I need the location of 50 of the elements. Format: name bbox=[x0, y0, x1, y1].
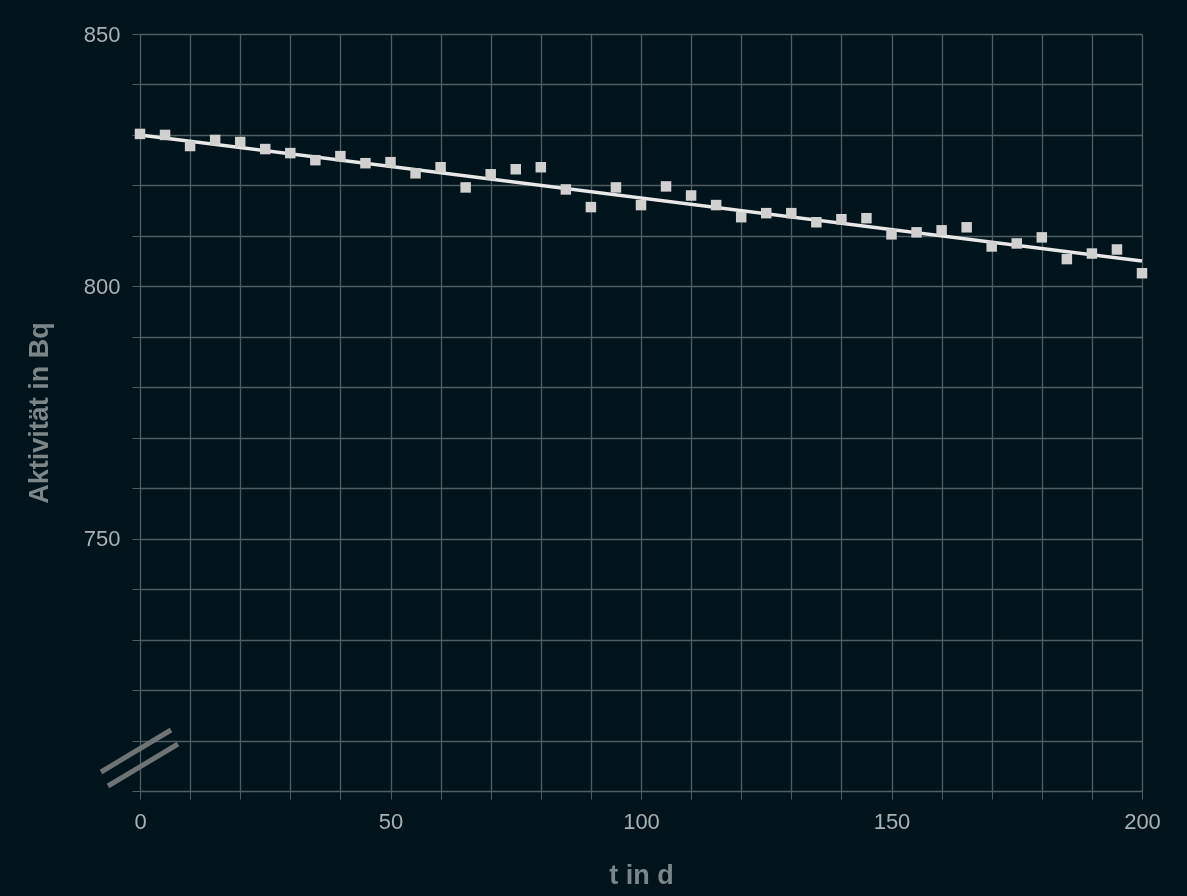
point bbox=[460, 182, 471, 193]
x-tick-label: 50 bbox=[378, 808, 404, 834]
x-tick-label: 100 bbox=[623, 808, 660, 834]
point bbox=[1086, 248, 1098, 259]
point bbox=[811, 217, 822, 228]
point bbox=[635, 199, 647, 211]
point bbox=[485, 169, 496, 180]
point bbox=[911, 227, 922, 238]
point bbox=[861, 212, 872, 224]
x-axis-title: t in d bbox=[609, 859, 674, 890]
point bbox=[535, 161, 547, 173]
point bbox=[660, 181, 672, 192]
point bbox=[786, 207, 797, 219]
point bbox=[1036, 232, 1048, 243]
x-tick-label: 0 bbox=[134, 808, 147, 834]
point bbox=[1011, 238, 1022, 249]
point bbox=[585, 201, 597, 213]
point bbox=[735, 211, 747, 223]
point bbox=[310, 154, 321, 166]
point bbox=[610, 182, 622, 193]
point bbox=[710, 199, 722, 211]
point bbox=[335, 150, 346, 162]
point bbox=[385, 156, 396, 168]
point bbox=[886, 229, 897, 240]
point bbox=[159, 129, 171, 141]
point bbox=[961, 222, 972, 233]
point bbox=[986, 241, 997, 252]
point bbox=[360, 157, 371, 169]
point bbox=[1136, 267, 1148, 279]
point bbox=[435, 161, 446, 173]
point bbox=[936, 225, 947, 236]
point bbox=[1061, 253, 1073, 265]
point bbox=[234, 136, 246, 148]
point bbox=[410, 168, 421, 179]
x-tick-label: 150 bbox=[873, 808, 911, 834]
point bbox=[836, 213, 847, 225]
y-tick-label: 850 bbox=[83, 21, 121, 47]
point bbox=[285, 147, 296, 159]
y-tick-label: 800 bbox=[83, 273, 121, 299]
point bbox=[1111, 244, 1123, 255]
point bbox=[209, 134, 221, 146]
point bbox=[184, 140, 196, 152]
y-axis-title: Aktivität in Bq bbox=[23, 322, 54, 504]
y-tick-label: 750 bbox=[83, 526, 121, 552]
point bbox=[510, 164, 521, 175]
point bbox=[685, 190, 697, 201]
x-tick-label: 200 bbox=[1124, 808, 1161, 834]
point bbox=[560, 184, 572, 195]
point bbox=[260, 143, 271, 155]
point bbox=[761, 207, 772, 219]
